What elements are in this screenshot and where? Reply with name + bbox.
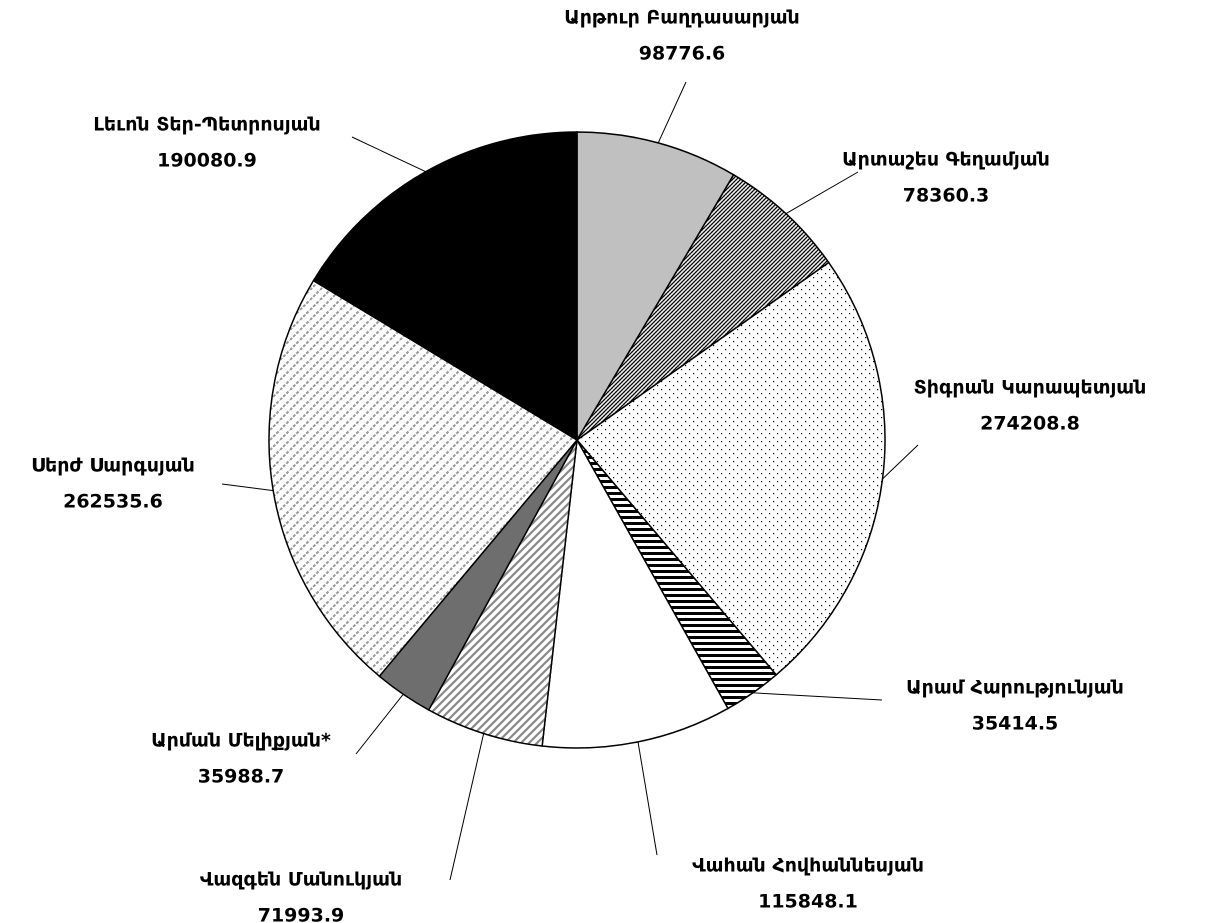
slice-label: Տիգրան Կարապետյան — [914, 377, 1147, 399]
leader-line — [351, 136, 426, 173]
slice-label: Վահան Հովհաննեսյան — [692, 855, 924, 877]
slice-label: Լեւոն Տեր-Պետրոսյան — [93, 114, 320, 136]
leader-line — [785, 171, 859, 215]
leader-line — [221, 483, 274, 492]
slice-label: Արման Մելիքյան* — [151, 730, 331, 752]
pie-slice — [312, 131, 578, 442]
value-label: 78360.3 — [903, 185, 990, 207]
leader-line — [882, 444, 919, 480]
value-label: 190080.9 — [157, 150, 257, 172]
slice-label: Սերժ Սարգսյան — [31, 455, 195, 477]
leader-line — [657, 81, 687, 144]
leader-line — [637, 741, 658, 856]
pie-slice — [576, 173, 830, 441]
value-label: 35988.7 — [198, 766, 285, 788]
value-label: 262535.6 — [63, 491, 163, 513]
slice-label: Արտաշես Գեղամյան — [842, 149, 1050, 171]
value-label: 98776.6 — [639, 43, 726, 65]
pie-slice — [576, 131, 735, 443]
pie-slice — [427, 439, 578, 747]
leader-line — [449, 733, 485, 881]
value-label: 71993.9 — [258, 905, 345, 923]
slice-label: Վազգեն Մանուկյան — [200, 869, 402, 891]
value-label: 35414.5 — [972, 713, 1059, 735]
slice-label: Արթուր Բաղդասարյան — [564, 7, 799, 29]
value-label: 274208.8 — [980, 413, 1080, 435]
slice-label: Արամ Հարությունյան — [906, 677, 1124, 699]
leader-line — [355, 693, 404, 755]
value-label: 115848.1 — [758, 891, 858, 913]
leader-line — [752, 692, 883, 701]
